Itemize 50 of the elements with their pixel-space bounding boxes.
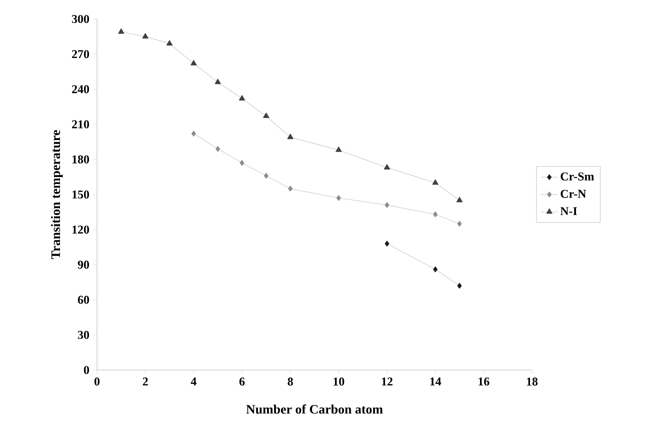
x-tick-label: 2 xyxy=(142,378,148,386)
point xyxy=(457,220,462,227)
point xyxy=(456,196,463,202)
point xyxy=(142,33,148,38)
y-tick-label: 120 xyxy=(72,226,90,234)
y-tick-label: 180 xyxy=(72,155,90,164)
point xyxy=(214,78,221,84)
y-tick-label: 270 xyxy=(72,50,90,58)
point xyxy=(433,266,438,272)
point xyxy=(238,95,246,100)
legend-label: Cr-N xyxy=(560,190,586,198)
point xyxy=(457,282,462,289)
y-tick-label: 240 xyxy=(72,85,90,94)
point xyxy=(118,28,124,34)
point xyxy=(216,146,220,152)
point xyxy=(288,186,293,192)
point xyxy=(384,164,390,170)
x-tick-label: 0 xyxy=(94,378,100,386)
x-tick-label: 6 xyxy=(239,378,245,386)
point xyxy=(384,202,390,208)
point xyxy=(433,212,438,218)
point xyxy=(264,172,268,179)
legend-label: N-I xyxy=(560,207,578,216)
point xyxy=(191,130,196,137)
x-axis-title: Number of Carbon atom xyxy=(246,404,383,414)
y-tick-label: 30 xyxy=(78,330,90,339)
point xyxy=(384,240,390,247)
point xyxy=(432,179,438,185)
y-tick-label: 60 xyxy=(78,296,90,304)
y-tick-label: 300 xyxy=(72,14,90,24)
legend-label: Cr-Sm xyxy=(560,172,594,180)
x-tick-label: 8 xyxy=(288,378,293,386)
x-tick-label: 12 xyxy=(382,378,392,386)
point xyxy=(287,134,294,140)
x-tick-label: 16 xyxy=(478,378,490,386)
x-tick-label: 4 xyxy=(190,378,196,386)
x-tick-label: 14 xyxy=(430,378,442,386)
point xyxy=(240,160,244,166)
point xyxy=(336,195,341,201)
y-tick-label: 210 xyxy=(72,120,90,128)
point xyxy=(190,60,197,66)
point xyxy=(263,112,270,118)
x-tick-label: 10 xyxy=(334,378,344,386)
point xyxy=(336,146,342,152)
x-tick-label: 18 xyxy=(526,378,538,386)
y-tick-label: 90 xyxy=(78,260,90,269)
y-axis-title: Transition temperature xyxy=(50,130,63,259)
y-tick-label: 0 xyxy=(84,366,90,374)
y-tick-label: 150 xyxy=(72,190,90,199)
point xyxy=(166,40,173,46)
